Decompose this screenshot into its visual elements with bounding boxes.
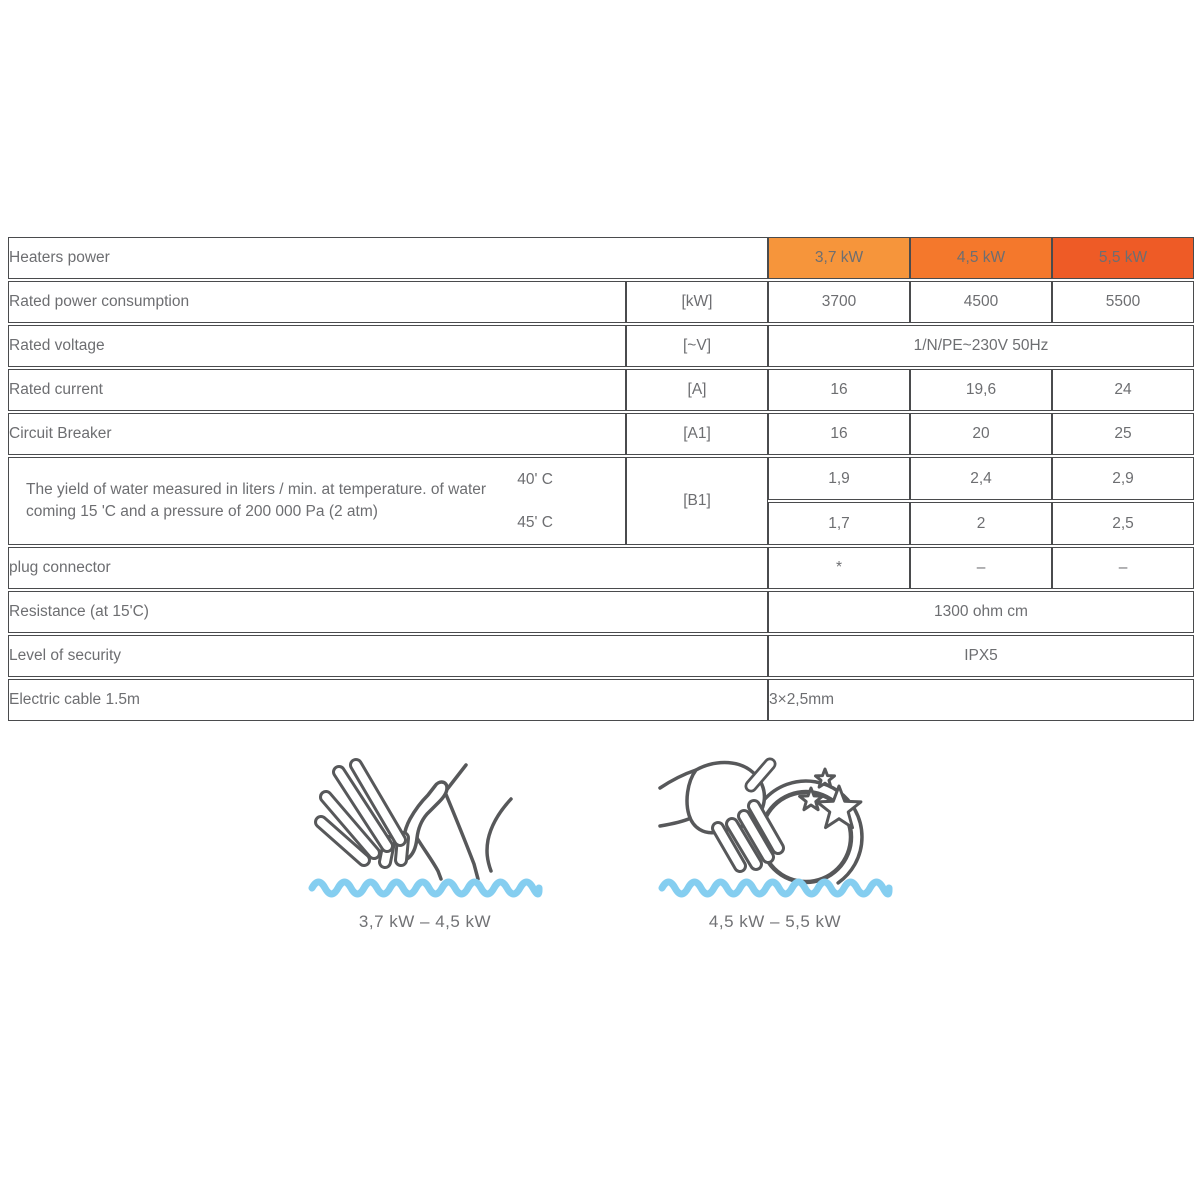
- row-label: plug connector: [8, 547, 769, 589]
- row-unit: [~V]: [626, 325, 769, 367]
- row-unit: [kW]: [626, 281, 769, 323]
- header-label: Heaters power: [8, 237, 769, 279]
- water-wave: [658, 878, 893, 898]
- row-value: 5500: [1052, 281, 1195, 323]
- table-row: Rated voltage [~V] 1/N/PE~230V 50Hz: [8, 325, 1195, 367]
- row-value-span: 1300 ohm cm: [768, 591, 1195, 633]
- row-label: Rated current: [8, 369, 626, 411]
- row-value: 2,4: [910, 457, 1053, 500]
- row-value: 19,6: [910, 369, 1053, 411]
- row-value: 2: [910, 502, 1053, 545]
- row-value: –: [1052, 547, 1195, 589]
- row-value: 20: [910, 413, 1053, 455]
- hand-washing-dish-in-water-icon: [657, 757, 893, 898]
- row-value: 3700: [768, 281, 911, 323]
- table-row: Level of security IPX5: [8, 635, 1195, 677]
- row-value-span: 3×2,5mm: [768, 679, 1195, 721]
- row-value: 4500: [910, 281, 1053, 323]
- yield-temp-40: 40' C: [517, 470, 553, 488]
- header-col-37kw: 3,7 kW: [768, 237, 911, 279]
- row-label: Rated power consumption: [8, 281, 626, 323]
- yield-description: The yield of water measured in liters / …: [26, 481, 487, 520]
- figure-hand-washing: 3,7 kW – 4,5 kW: [308, 752, 543, 932]
- row-unit: [A1]: [626, 413, 769, 455]
- figure-dish-washing: 4,5 kW – 5,5 kW: [657, 752, 893, 932]
- row-value: 16: [768, 413, 911, 455]
- row-label-yield: The yield of water measured in liters / …: [8, 457, 626, 545]
- table-row-header: Heaters power 3,7 kW 4,5 kW 5,5 kW: [8, 237, 1195, 279]
- row-value: 1,7: [768, 502, 911, 545]
- usage-figures: 3,7 kW – 4,5 kW: [0, 752, 1200, 932]
- row-value: 2,9: [1052, 457, 1195, 500]
- row-value: 16: [768, 369, 911, 411]
- table-row: Rated power consumption [kW] 3700 4500 5…: [8, 281, 1195, 323]
- table-row: Rated current [A] 16 19,6 24: [8, 369, 1195, 411]
- row-value: 25: [1052, 413, 1195, 455]
- figure-caption: 4,5 kW – 5,5 kW: [708, 912, 842, 931]
- water-wave: [308, 878, 543, 898]
- header-col-45kw: 4,5 kW: [910, 237, 1053, 279]
- yield-temp-45: 45' C: [517, 513, 553, 531]
- row-label: Circuit Breaker: [8, 413, 626, 455]
- row-value: 1,9: [768, 457, 911, 500]
- figure-caption: 3,7 kW – 4,5 kW: [358, 912, 492, 931]
- table-row-yield: The yield of water measured in liters / …: [8, 457, 1195, 545]
- row-label: Electric cable 1.5m: [8, 679, 769, 721]
- header-col-55kw: 5,5 kW: [1052, 237, 1195, 279]
- row-value-span: 1/N/PE~230V 50Hz: [768, 325, 1195, 367]
- row-label: Level of security: [8, 635, 769, 677]
- row-value: 24: [1052, 369, 1195, 411]
- row-label: Resistance (at 15'C): [8, 591, 769, 633]
- hands-washing-in-water-icon: [308, 758, 543, 898]
- row-value: –: [910, 547, 1053, 589]
- table-row: plug connector * – –: [8, 547, 1195, 589]
- table-row-yield-sub: 1,7 2 2,5: [8, 502, 1195, 545]
- row-label: Rated voltage: [8, 325, 626, 367]
- table-row: Circuit Breaker [A1] 16 20 25: [8, 413, 1195, 455]
- row-unit: [B1]: [626, 457, 769, 545]
- row-value: *: [768, 547, 911, 589]
- table-row: Resistance (at 15'C) 1300 ohm cm: [8, 591, 1195, 633]
- row-value: 2,5: [1052, 502, 1195, 545]
- row-unit: [A]: [626, 369, 769, 411]
- table-row: Electric cable 1.5m 3×2,5mm: [8, 679, 1195, 721]
- row-value-span: IPX5: [768, 635, 1195, 677]
- spec-table: Heaters power 3,7 kW 4,5 kW 5,5 kW Rated…: [8, 235, 1195, 723]
